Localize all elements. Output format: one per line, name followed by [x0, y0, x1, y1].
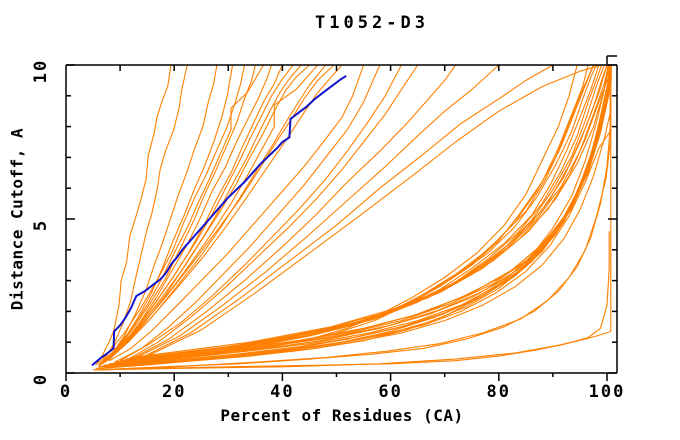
model-01 — [95, 64, 172, 366]
model-46 — [120, 64, 612, 363]
x-tick-label: 40 — [270, 382, 294, 402]
model-16 — [106, 64, 343, 362]
model-02 — [98, 64, 188, 368]
model-44 — [114, 65, 610, 365]
highlighted-model — [91, 74, 347, 367]
x-tick-label: 20 — [162, 382, 186, 402]
model-37 — [130, 64, 611, 359]
model-51 — [103, 64, 609, 368]
model-48 — [98, 129, 612, 369]
y-tick-label: 10 — [31, 59, 51, 83]
model-47 — [95, 107, 612, 369]
model-15 — [102, 64, 335, 365]
model-05 — [98, 64, 246, 365]
model-10 — [103, 64, 294, 363]
model-20 — [125, 64, 419, 362]
model-07 — [100, 64, 264, 365]
x-tick-label: 100 — [589, 382, 626, 402]
x-tick-label: 60 — [378, 382, 402, 402]
model-09 — [98, 64, 283, 366]
chart-title: T1052-D3 — [315, 13, 429, 33]
model-50 — [98, 65, 612, 371]
x-axis-label: Percent of Residues (CA) — [220, 406, 464, 425]
model-19 — [119, 64, 402, 362]
y-tick-label: 5 — [31, 219, 51, 231]
model-21 — [130, 64, 456, 360]
model-17 — [109, 64, 365, 362]
model-23 — [141, 64, 554, 359]
model-52 — [106, 65, 610, 368]
model-25 — [98, 64, 578, 368]
model-03 — [102, 64, 218, 365]
model-08 — [106, 64, 273, 362]
y-tick-label: 0 — [31, 373, 51, 385]
model-22 — [136, 64, 500, 359]
model-35 — [125, 64, 610, 360]
model-54 — [98, 231, 610, 371]
x-tick-label: 80 — [487, 382, 511, 402]
x-tick-label: 0 — [60, 382, 72, 402]
model-06 — [103, 64, 256, 363]
model-36 — [128, 65, 610, 360]
model-31 — [114, 64, 603, 363]
model-24 — [146, 64, 602, 357]
model-18 — [114, 64, 381, 363]
